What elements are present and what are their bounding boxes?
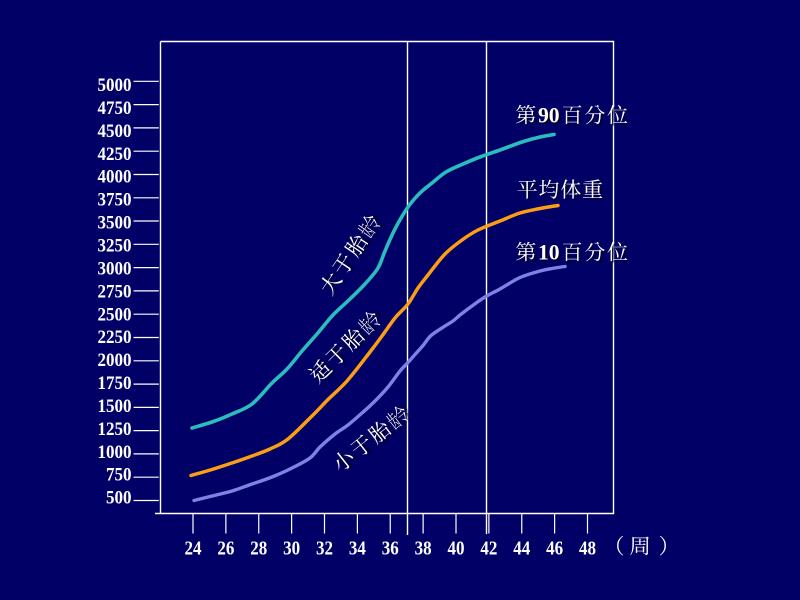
svg-text:34: 34	[349, 538, 366, 560]
svg-text:1750: 1750	[98, 373, 132, 394]
svg-text:44: 44	[513, 538, 530, 560]
svg-text:46: 46	[546, 538, 563, 560]
svg-text:3000: 3000	[98, 258, 132, 279]
svg-text:4250: 4250	[98, 144, 132, 165]
svg-text:5000: 5000	[98, 75, 132, 96]
svg-text:38: 38	[415, 538, 432, 560]
svg-text:30: 30	[283, 538, 300, 560]
svg-text:3500: 3500	[98, 213, 132, 234]
svg-text:10: 10	[538, 240, 560, 265]
svg-text:750: 750	[106, 465, 132, 486]
svg-text:1000: 1000	[98, 442, 132, 463]
svg-text:40: 40	[448, 538, 465, 560]
svg-text:1250: 1250	[98, 419, 132, 440]
svg-text:4750: 4750	[98, 98, 132, 119]
svg-text:10: 10	[540, 241, 562, 266]
svg-text:2000: 2000	[98, 350, 132, 371]
svg-text:2250: 2250	[98, 327, 132, 348]
svg-text:32: 32	[316, 538, 333, 560]
svg-text:42: 42	[480, 538, 497, 560]
svg-text:2500: 2500	[98, 304, 132, 325]
svg-text:3250: 3250	[98, 236, 132, 257]
svg-text:2750: 2750	[98, 281, 132, 302]
svg-text:4000: 4000	[98, 167, 132, 188]
svg-text:4500: 4500	[98, 121, 132, 142]
svg-text:3750: 3750	[98, 190, 132, 211]
svg-text:36: 36	[382, 538, 399, 560]
svg-text:48: 48	[579, 538, 596, 560]
svg-text:90: 90	[538, 103, 560, 128]
svg-text:26: 26	[217, 538, 234, 560]
svg-text:1500: 1500	[98, 396, 132, 417]
svg-text:500: 500	[106, 488, 132, 509]
svg-text:24: 24	[185, 538, 202, 560]
svg-text:28: 28	[250, 538, 267, 560]
svg-text:90: 90	[540, 104, 562, 129]
